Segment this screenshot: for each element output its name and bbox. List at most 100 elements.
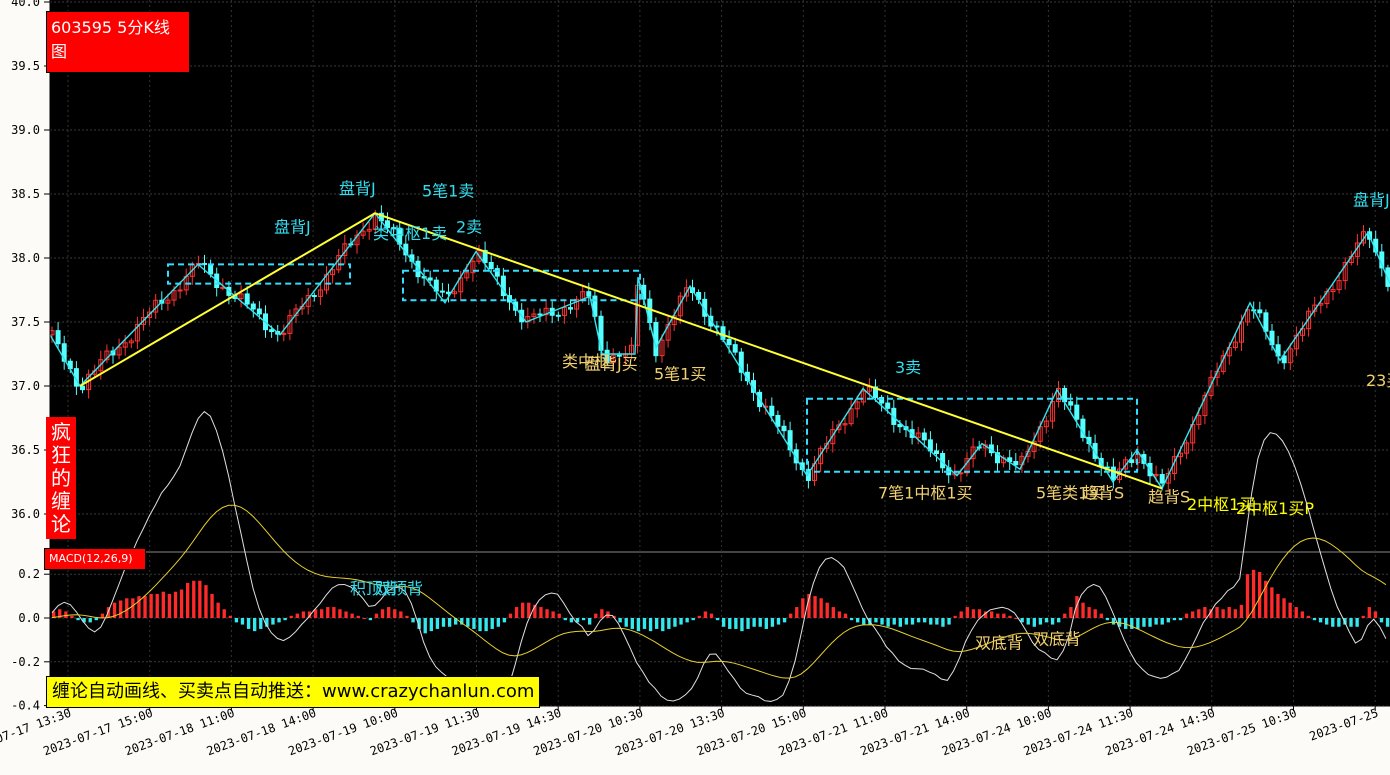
candle-body bbox=[1281, 355, 1287, 364]
macd-bar bbox=[1197, 609, 1201, 618]
macd-bar bbox=[149, 593, 153, 618]
macd-bar bbox=[709, 613, 714, 618]
macd-bar bbox=[722, 618, 726, 627]
candle-body bbox=[793, 449, 799, 464]
macd-bar bbox=[1264, 580, 1268, 618]
macd-bar bbox=[1282, 598, 1286, 618]
candle-body bbox=[897, 423, 903, 428]
macd-bar bbox=[752, 618, 756, 627]
y-tick-label: -0.4 bbox=[11, 699, 40, 713]
candle-body bbox=[238, 293, 244, 300]
macd-bar bbox=[405, 615, 409, 618]
macd-bar bbox=[977, 609, 982, 618]
y-tick-label: 40.0 bbox=[11, 0, 40, 9]
macd-bar bbox=[1081, 602, 1085, 618]
signal-label: 3卖 bbox=[895, 358, 921, 377]
macd-bar bbox=[161, 591, 165, 618]
macd-bar bbox=[320, 609, 324, 618]
macd-bar bbox=[447, 618, 452, 627]
macd-bar bbox=[929, 618, 933, 625]
macd-bar bbox=[1172, 618, 1177, 621]
candle-body bbox=[830, 429, 836, 445]
signal-label: 趋背S bbox=[1082, 484, 1124, 503]
macd-bar bbox=[313, 609, 318, 618]
side-char: 狂 bbox=[51, 443, 71, 467]
candle-body bbox=[366, 228, 372, 232]
candle-body bbox=[921, 432, 927, 441]
macd-bar bbox=[1160, 618, 1164, 625]
candle-body bbox=[141, 317, 146, 325]
candle-body bbox=[464, 272, 470, 279]
macd-bar bbox=[642, 618, 647, 629]
macd-bar bbox=[399, 611, 403, 618]
macd-bar bbox=[1373, 611, 1378, 618]
macd-bar bbox=[1130, 618, 1134, 629]
macd-bar bbox=[880, 618, 884, 625]
macd-bar bbox=[167, 593, 172, 618]
macd-bar bbox=[740, 618, 744, 632]
candle-body bbox=[586, 291, 592, 297]
macd-bar bbox=[856, 618, 860, 623]
macd-bar bbox=[326, 607, 330, 618]
macd-bar bbox=[874, 618, 878, 623]
side-char: 缠 bbox=[51, 489, 71, 513]
macd-bar bbox=[563, 618, 567, 621]
macd-bar bbox=[100, 613, 105, 618]
candle-body bbox=[1123, 459, 1129, 470]
candle-body bbox=[317, 289, 323, 297]
macd-bar bbox=[466, 618, 470, 627]
macd-bar bbox=[64, 611, 68, 618]
candle-body bbox=[818, 447, 824, 465]
macd-bar bbox=[770, 618, 775, 627]
macd-bar bbox=[715, 618, 720, 621]
candle-body bbox=[256, 308, 262, 315]
macd-bar bbox=[789, 613, 793, 618]
macd-bar bbox=[1288, 602, 1292, 618]
macd-bar bbox=[746, 618, 750, 629]
macd-bar bbox=[545, 609, 549, 618]
candle-body bbox=[885, 402, 891, 409]
macd-bar bbox=[295, 613, 299, 618]
candle-body bbox=[781, 425, 787, 432]
candle-body bbox=[574, 298, 580, 310]
candle-body bbox=[311, 295, 317, 298]
macd-bar bbox=[417, 618, 421, 629]
macd-bar bbox=[508, 613, 513, 618]
candle-body bbox=[799, 462, 805, 470]
signal-label: 2中枢1买 bbox=[1187, 495, 1255, 514]
candle-body bbox=[604, 349, 610, 363]
macd-bar bbox=[76, 618, 80, 621]
candle-body bbox=[1092, 443, 1098, 459]
macd-bar bbox=[697, 615, 701, 618]
side-char: 论 bbox=[51, 512, 71, 536]
macd-bar bbox=[667, 618, 671, 629]
macd-bar bbox=[734, 618, 738, 629]
macd-bar bbox=[1258, 572, 1262, 618]
candle-body bbox=[80, 385, 85, 391]
signal-label: 5笔类1买 bbox=[1036, 484, 1104, 503]
macd-bar bbox=[971, 609, 976, 618]
candle-body bbox=[269, 329, 275, 333]
signal-label: 23买 bbox=[1366, 371, 1390, 390]
candle-body bbox=[873, 386, 878, 398]
macd-bar bbox=[362, 618, 366, 619]
dif-line bbox=[51, 410, 1387, 708]
macd-bar bbox=[106, 607, 111, 618]
macd-bar bbox=[801, 598, 805, 618]
macd-bar bbox=[691, 618, 695, 621]
candle-body bbox=[427, 277, 433, 281]
candle-body bbox=[568, 307, 573, 310]
macd-bar bbox=[429, 618, 433, 632]
macd-bar bbox=[1270, 587, 1274, 618]
macd-bar bbox=[1215, 607, 1219, 618]
y-tick-label: 0.0 bbox=[18, 611, 40, 625]
macd-bar bbox=[575, 618, 580, 623]
candle-body bbox=[1013, 461, 1019, 466]
candle-body bbox=[171, 290, 177, 301]
candle-body bbox=[1342, 262, 1348, 282]
macd-bar bbox=[350, 613, 354, 618]
macd-bar bbox=[380, 609, 385, 618]
candle-body bbox=[848, 408, 854, 425]
candle-body bbox=[934, 450, 939, 455]
